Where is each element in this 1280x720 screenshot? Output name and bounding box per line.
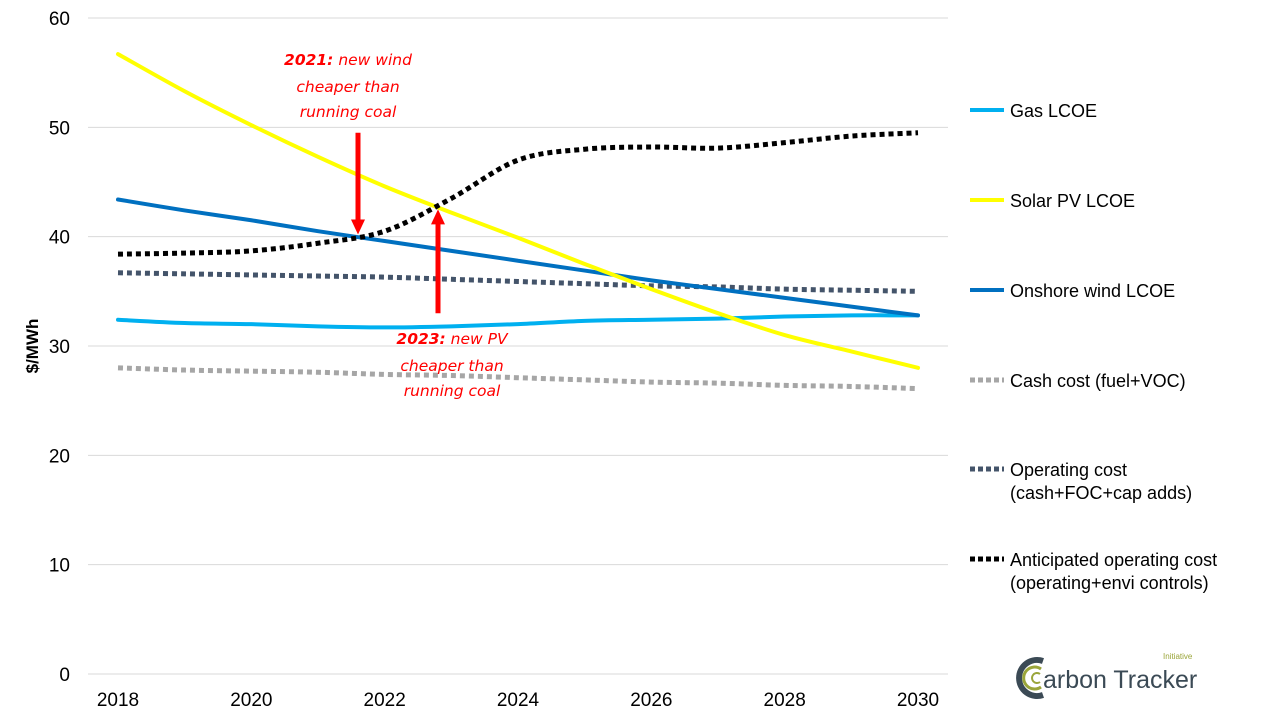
- series-line-anticipated-operating-cost: [117, 130, 919, 257]
- x-tick-label: 2026: [630, 690, 672, 711]
- legend-label: Operating cost: [1010, 460, 1127, 480]
- x-tick-label: 2024: [497, 690, 540, 711]
- legend-label: Cash cost (fuel+VOC): [1010, 371, 1186, 391]
- legend-label: Solar PV LCOE: [1010, 191, 1135, 211]
- annotation-arrow-head: [351, 219, 365, 235]
- series-lines: [116, 52, 920, 392]
- logo-subtext: Initiative: [1163, 652, 1193, 661]
- annotation-title: 2023: new PV: [396, 330, 509, 348]
- series-line-operating-cost: [117, 270, 919, 294]
- annotation-line: cheaper than: [400, 357, 503, 375]
- logo-text: arbon Tracker: [1043, 666, 1198, 694]
- series-line-solar-pv-lcoe: [116, 52, 920, 370]
- annotation-arrow-head: [431, 209, 445, 225]
- annotations: 2021: new wind cheaper than running coal 20…: [284, 51, 509, 400]
- carbon-tracker-logo: arbon Tracker Initiative: [1013, 650, 1213, 706]
- x-tick-label: 2018: [97, 690, 139, 711]
- y-axis-label: $/MWh: [23, 319, 42, 374]
- legend-label-sub: (cash+FOC+cap adds): [1010, 483, 1192, 503]
- gridlines: [88, 17, 948, 675]
- y-tick-label: 10: [49, 556, 70, 577]
- y-tick-label: 20: [49, 446, 70, 467]
- series-line-gas-lcoe: [116, 313, 920, 330]
- y-axis-ticks: 0 10 20 30 40 50 60: [49, 9, 70, 686]
- annotation-title: 2021: new wind: [284, 51, 412, 69]
- series-line-cash-cost-fuel-voc: [117, 365, 919, 392]
- y-tick-label: 40: [49, 228, 70, 249]
- y-tick-label: 60: [49, 9, 70, 30]
- x-tick-label: 2020: [230, 690, 272, 711]
- x-tick-label: 2022: [364, 690, 406, 711]
- annotation-line: cheaper than: [296, 78, 399, 96]
- legend-label: Gas LCOE: [1010, 101, 1097, 121]
- y-tick-label: 0: [59, 665, 70, 686]
- y-tick-label: 30: [49, 337, 70, 358]
- legend-label: Onshore wind LCOE: [1010, 281, 1175, 301]
- annotation-line: running coal: [404, 382, 501, 400]
- legend-label-sub: (operating+envi controls): [1010, 573, 1209, 593]
- x-axis-ticks: 2018 2020 2022 2024 2026 2028 2030: [97, 690, 939, 711]
- x-tick-label: 2028: [764, 690, 806, 711]
- y-tick-label: 50: [49, 118, 70, 139]
- legend: Gas LCOE Solar PV LCOE Onshore wind LCOE Ca…: [970, 101, 1217, 593]
- annotation-line: running coal: [300, 103, 397, 121]
- x-tick-label: 2030: [897, 690, 939, 711]
- series-line-onshore-wind-lcoe: [116, 197, 920, 318]
- legend-label: Anticipated operating cost: [1010, 550, 1217, 570]
